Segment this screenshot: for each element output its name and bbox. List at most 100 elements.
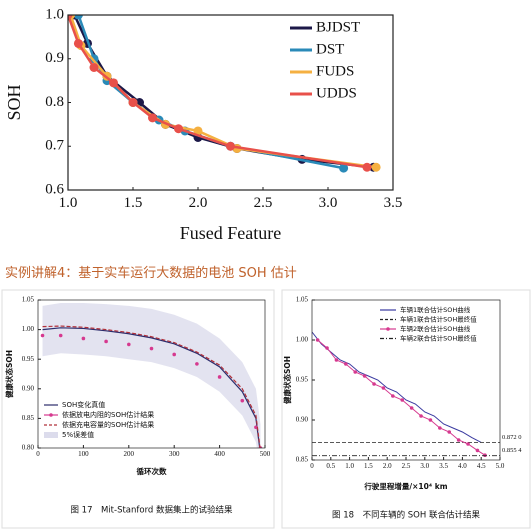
x-tick-label: 500 xyxy=(260,450,271,458)
final-value-label: 0.855 4 xyxy=(502,447,522,454)
data-point xyxy=(339,163,349,173)
data-point xyxy=(466,442,470,446)
y-tick-label: 1.00 xyxy=(296,336,309,344)
x-tick-label: 300 xyxy=(169,450,180,458)
section-heading: 实例讲解4：基于实车运行大数据的电池 SOH 估计 xyxy=(5,266,297,281)
series-line xyxy=(42,327,261,448)
series-line xyxy=(312,331,482,443)
x-tick-label: 2.5 xyxy=(402,462,411,470)
x-tick-label: 2.0 xyxy=(189,195,208,211)
y-tick-label: 1.05 xyxy=(22,296,35,304)
x-axis-label: Fused Feature xyxy=(180,223,281,243)
legend-label: FUDS xyxy=(316,63,354,79)
y-axis-label: 健康状态SOH xyxy=(282,356,292,404)
panel-border xyxy=(281,289,531,529)
data-point xyxy=(362,162,372,172)
data-point xyxy=(371,162,381,172)
plot-area xyxy=(312,331,500,458)
data-point xyxy=(391,394,395,398)
data-point xyxy=(73,15,83,20)
x-tick-label: 0 xyxy=(36,450,40,458)
legend-label: DST xyxy=(316,41,344,57)
plot-area xyxy=(68,15,381,173)
data-point xyxy=(409,406,414,410)
y-tick-label: 1.0 xyxy=(45,6,64,22)
x-tick-label: 3.5 xyxy=(384,195,403,211)
data-point xyxy=(73,38,83,48)
legend-label: UDDS xyxy=(316,85,357,101)
data-point xyxy=(226,141,235,151)
axes-frame xyxy=(311,299,501,461)
data-point xyxy=(254,425,258,430)
data-point xyxy=(419,414,423,418)
data-point xyxy=(438,426,442,430)
final-value-label: 0.872 0 xyxy=(502,434,522,441)
y-tick-label: 0.90 xyxy=(22,384,35,392)
x-axis-label: 循环次数 xyxy=(137,466,167,476)
data-point xyxy=(58,333,63,338)
legend-label: 车辆2联合估计SOH最终值 xyxy=(400,334,477,343)
x-tick-label: 2.5 xyxy=(254,195,273,211)
data-point xyxy=(128,98,138,107)
data-point xyxy=(344,362,348,366)
x-tick-label: 4.5 xyxy=(477,462,486,470)
legend-marker xyxy=(386,327,390,331)
figure-caption: 图 17 Mit-Stanford 数据集上的试验结果 xyxy=(70,505,233,516)
x-tick-label: 100 xyxy=(78,450,89,458)
y-axis-label: 健康状态SOH xyxy=(4,350,14,398)
legend-swatch xyxy=(44,432,58,438)
legend-label: 依据充电容量的SOH估计结果 xyxy=(62,420,154,429)
data-point xyxy=(217,375,222,379)
legend-label: 车辆2联合估计SOH曲线 xyxy=(400,324,471,333)
y-tick-label: 0.90 xyxy=(296,416,309,424)
series-line xyxy=(77,15,344,170)
data-point xyxy=(362,374,367,378)
data-point xyxy=(353,370,358,374)
x-tick-label: 4.0 xyxy=(458,462,467,470)
x-tick-label: 1.0 xyxy=(345,462,354,470)
y-tick-label: 0.7 xyxy=(45,138,64,154)
x-tick-label: 3.5 xyxy=(439,462,448,470)
data-point xyxy=(149,346,154,351)
axes-frame xyxy=(37,299,266,449)
y-tick-label: 0.85 xyxy=(296,456,309,464)
legend-label: BJDST xyxy=(316,19,360,35)
x-tick-label: 3.0 xyxy=(420,462,429,470)
y-tick-label: 0.6 xyxy=(45,181,64,197)
data-point xyxy=(68,15,73,20)
y-tick-label: 0.95 xyxy=(296,376,309,384)
data-point xyxy=(334,358,339,362)
panel-border xyxy=(1,289,275,529)
series-line xyxy=(317,339,486,456)
y-tick-label: 0.8 xyxy=(45,94,64,110)
data-point xyxy=(315,338,320,342)
legend-label: SOH变化真值 xyxy=(62,400,105,409)
data-point xyxy=(89,63,99,72)
series-line xyxy=(42,325,261,448)
data-point xyxy=(81,336,86,341)
x-tick-label: 0 xyxy=(310,462,314,470)
figure-caption: 图 18 不同车辆的 SOH 联合估计结果 xyxy=(332,510,480,521)
data-point xyxy=(372,382,376,386)
x-tick-label: 200 xyxy=(124,450,135,458)
x-axis-label: 行驶里程增量/×10⁴ km xyxy=(363,481,447,491)
data-point xyxy=(172,352,176,357)
legend-marker xyxy=(49,413,53,417)
data-point xyxy=(325,346,329,350)
x-tick-label: 5.0 xyxy=(496,462,505,470)
data-point xyxy=(148,113,157,123)
data-point xyxy=(193,126,203,136)
data-point xyxy=(40,333,45,338)
data-point xyxy=(400,398,405,402)
data-point xyxy=(174,124,183,134)
y-tick-label: 0.85 xyxy=(22,414,35,422)
data-point xyxy=(475,448,480,453)
data-point xyxy=(483,453,487,458)
data-point xyxy=(428,418,433,422)
data-point xyxy=(447,430,452,434)
x-tick-label: 1.0 xyxy=(59,195,78,211)
legend-label: 5%误差值 xyxy=(62,430,94,439)
y-tick-label: 0.9 xyxy=(45,50,64,66)
